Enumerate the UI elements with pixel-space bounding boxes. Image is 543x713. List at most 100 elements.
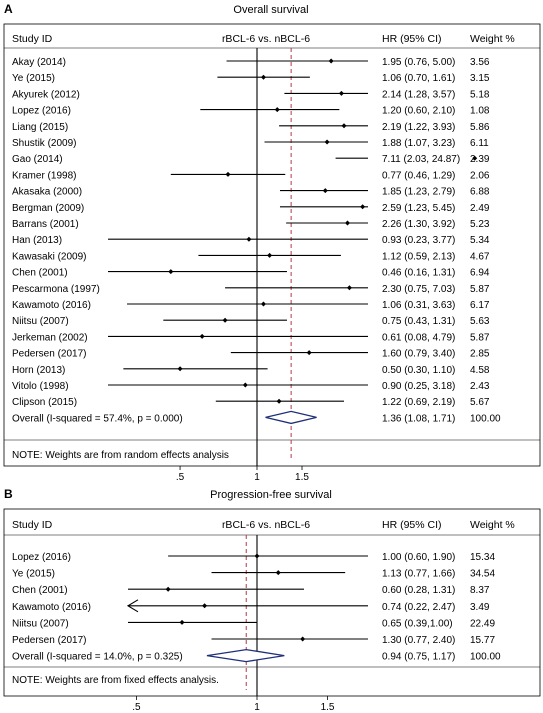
- study-name: Bergman (2009): [12, 203, 84, 214]
- study-name: Ye (2015): [12, 73, 55, 84]
- point-estimate-marker: [246, 236, 252, 242]
- panel-a-study-row: Pescarmona (1997) 2.30 (0.75, 7.03) 5.87: [12, 284, 490, 295]
- hr-ci-value: 0.77 (0.46, 1.29): [382, 170, 455, 181]
- panel-a-study-row: Kawasaki (2009) 1.12 (0.59, 2.13) 4.67: [12, 251, 490, 262]
- hr-ci-value: 1.12 (0.59, 2.13): [382, 251, 455, 262]
- point-estimate-marker: [225, 171, 231, 177]
- study-name: Lopez (2016): [12, 552, 71, 563]
- point-estimate-marker: [177, 366, 183, 372]
- weight-value: 6.94: [470, 268, 490, 279]
- overall-label: Overall (I-squared = 14.0%, p = 0.325): [12, 652, 183, 663]
- ci-arrow-left-icon: [126, 599, 139, 613]
- weight-value: 3.56: [470, 57, 490, 68]
- point-estimate-marker: [179, 619, 185, 625]
- point-estimate-marker: [165, 586, 171, 592]
- panel-b-label: B: [4, 487, 13, 501]
- panel-a-study-row: Vitolo (1998) 0.90 (0.25, 3.18) 2.43: [12, 381, 490, 392]
- point-estimate-marker: [199, 333, 205, 339]
- weight-value: 5.63: [470, 316, 490, 327]
- study-name: Kawamoto (2016): [12, 602, 91, 613]
- study-name: Han (2013): [12, 235, 62, 246]
- hr-ci-value: 1.22 (0.69, 2.19): [382, 397, 455, 408]
- hr-ci-value: 2.30 (0.75, 7.03): [382, 284, 455, 295]
- hr-ci-value: 1.95 (0.76, 5.00): [382, 57, 455, 68]
- point-estimate-marker: [276, 398, 282, 404]
- panel-a-overall-row: Overall (I-squared = 57.4%, p = 0.000) 1.…: [12, 410, 501, 424]
- panel-a-label: A: [4, 2, 13, 16]
- panel-a-study-row: Barrans (2001) 2.26 (1.30, 3.92) 5.23: [12, 219, 490, 230]
- hr-ci-value: 2.26 (1.30, 3.92): [382, 219, 455, 230]
- point-estimate-marker: [360, 204, 366, 210]
- panel-a-study-row: Gao (2014) 7.11 (2.03, 24.87) 2.39: [12, 154, 490, 165]
- weight-value: 5.23: [470, 219, 490, 230]
- point-estimate-marker: [341, 123, 347, 129]
- panel-b-header-hr: HR (95% CI): [382, 519, 442, 531]
- point-estimate-marker: [274, 107, 280, 113]
- hr-ci-value: 1.00 (0.60, 1.90): [382, 552, 455, 563]
- study-name: Akyurek (2012): [12, 89, 80, 100]
- hr-ci-value: 0.65 (0.39,1.00): [382, 618, 453, 629]
- hr-ci-value: 1.06 (0.70, 1.61): [382, 73, 455, 84]
- panel-a-rows: Akay (2014) 1.95 (0.76, 5.00) 3.56 Ye (2015…: [12, 48, 501, 483]
- study-name: Vitolo (1998): [12, 381, 69, 392]
- point-estimate-marker: [168, 269, 174, 275]
- study-name: Pescarmona (1997): [12, 284, 100, 295]
- panel-a-study-row: Akyurek (2012) 2.14 (1.28, 3.57) 5.18: [12, 89, 490, 100]
- panel-a-note: NOTE: Weights are from random effects an…: [12, 450, 229, 461]
- weight-value: 3.49: [470, 602, 490, 613]
- point-estimate-marker: [202, 603, 208, 609]
- panel-b-progression-free-survival: B Progression-free survival Study ID rBC…: [3, 487, 541, 713]
- study-name: Akasaka (2000): [12, 187, 82, 198]
- panel-b-header-weight: Weight %: [470, 519, 515, 531]
- panel-a-study-row: Ye (2015) 1.06 (0.70, 1.61) 3.15: [12, 73, 490, 84]
- panel-a-study-row: Horn (2013) 0.50 (0.30, 1.10) 4.58: [12, 365, 490, 376]
- overall-label: Overall (I-squared = 57.4%, p = 0.000): [12, 413, 183, 424]
- panel-b-study-row: Kawamoto (2016) 0.74 (0.22, 2.47) 3.49: [12, 599, 490, 613]
- panel-a-study-row: Akasaka (2000) 1.85 (1.23, 2.79) 6.88: [12, 187, 490, 198]
- panel-a-study-row: Niitsu (2007) 0.75 (0.43, 1.31) 5.63: [12, 316, 490, 327]
- panel-a-title: Overall survival: [233, 4, 308, 16]
- hr-ci-value: 1.06 (0.31, 3.63): [382, 300, 455, 311]
- hr-ci-value: 0.60 (0.28, 1.31): [382, 585, 455, 596]
- hr-ci-value: 1.85 (1.23, 2.79): [382, 187, 455, 198]
- panel-a-x-tick-label: .5: [176, 472, 185, 483]
- study-name: Niitsu (2007): [12, 618, 69, 629]
- study-name: Ye (2015): [12, 569, 55, 580]
- panel-a-x-tick-label: 1: [254, 472, 260, 483]
- panel-a-study-row: Kawamoto (2016) 1.06 (0.31, 3.63) 6.17: [12, 300, 490, 311]
- weight-value: 5.87: [470, 284, 490, 295]
- weight-value: 15.77: [470, 635, 495, 646]
- panel-b-rows: Lopez (2016) 1.00 (0.60, 1.90) 15.34 Ye (20…: [12, 535, 501, 713]
- panel-a-header-comparison: rBCL-6 vs. nBCL-6: [222, 33, 310, 45]
- weight-value: 6.88: [470, 187, 490, 198]
- study-name: Chen (2001): [12, 268, 68, 279]
- weight-value: 4.58: [470, 365, 490, 376]
- point-estimate-marker: [322, 188, 328, 194]
- panel-b-overall-row: Overall (I-squared = 14.0%, p = 0.325) 0.…: [12, 648, 501, 663]
- hr-ci-value: 1.30 (0.77, 2.40): [382, 635, 455, 646]
- panel-b-x-tick-label: .5: [132, 702, 141, 713]
- study-name: Horn (2013): [12, 365, 65, 376]
- panel-a-study-row: Kramer (1998) 0.77 (0.46, 1.29) 2.06: [12, 170, 490, 181]
- point-estimate-marker: [254, 553, 260, 559]
- hr-ci-value: 0.90 (0.25, 3.18): [382, 381, 455, 392]
- weight-value: 5.86: [470, 122, 490, 133]
- hr-ci-value: 0.93 (0.23, 3.77): [382, 235, 455, 246]
- point-estimate-marker: [275, 570, 281, 576]
- weight-value: 1.08: [470, 106, 490, 117]
- weight-value: 2.49: [470, 203, 490, 214]
- panel-a-study-row: Chen (2001) 0.46 (0.16, 1.31) 6.94: [12, 268, 490, 279]
- panel-b-x-tick-label: 1: [254, 702, 260, 713]
- panel-a-header-study: Study ID: [12, 33, 53, 45]
- hr-ci-value: 1.88 (1.07, 3.23): [382, 138, 455, 149]
- panel-a-frame: [3, 23, 541, 467]
- study-name: Niitsu (2007): [12, 316, 69, 327]
- study-name: Kawasaki (2009): [12, 251, 86, 262]
- study-name: Barrans (2001): [12, 219, 79, 230]
- weight-value: 8.37: [470, 585, 490, 596]
- weight-value: 15.34: [470, 552, 495, 563]
- hr-ci-value: 2.59 (1.23, 5.45): [382, 203, 455, 214]
- point-estimate-marker: [346, 285, 352, 291]
- study-name: Jerkeman (2002): [12, 332, 88, 343]
- hr-ci-value: 1.20 (0.60, 2.10): [382, 106, 455, 117]
